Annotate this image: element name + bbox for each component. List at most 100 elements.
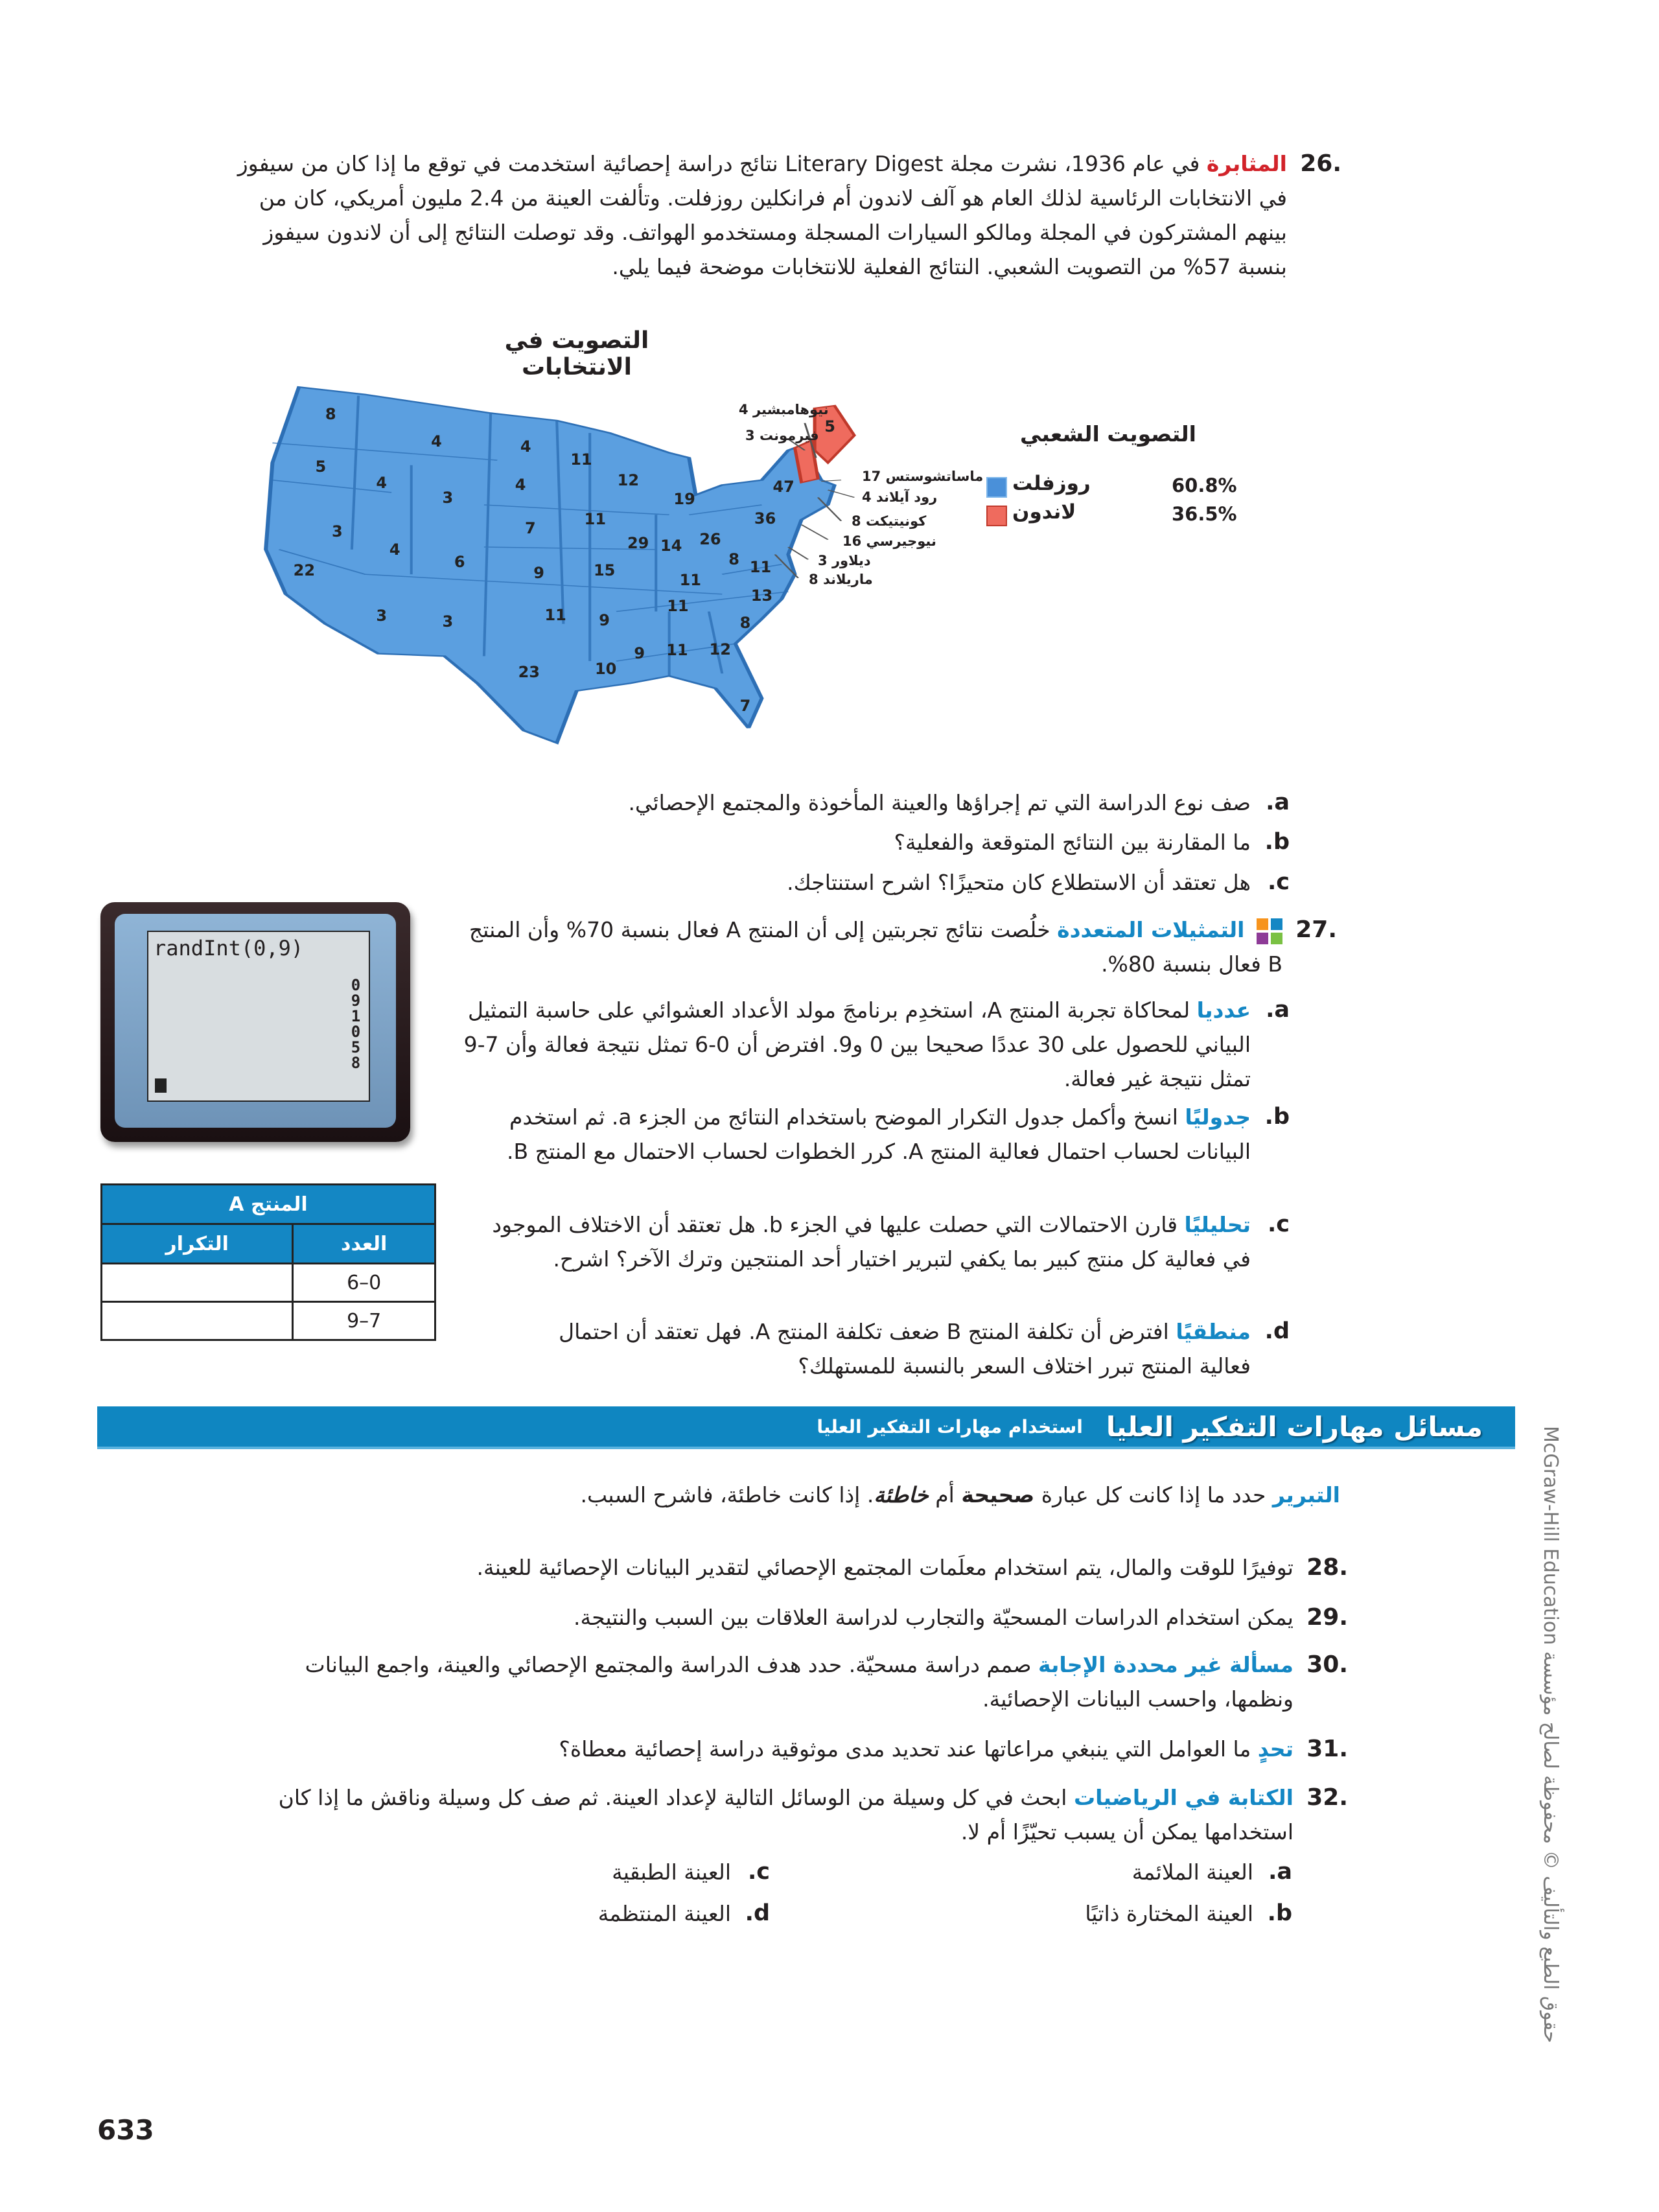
- state-name: نيوهامبشير: [752, 402, 829, 417]
- problem-text: ابحث في كل وسيلة من الوسائل التالية لإعد…: [278, 1785, 1294, 1845]
- p32-item-c: c. العينة الطبقية: [446, 1855, 770, 1889]
- state-vote-label: 13: [750, 586, 773, 605]
- item-letter: a.: [1268, 1859, 1292, 1885]
- state-vote-label: 47: [772, 478, 795, 496]
- column-header: العدد: [292, 1223, 436, 1264]
- table-cell[interactable]: [100, 1263, 294, 1303]
- northeast-state-label: فيرمونت 3: [745, 428, 819, 443]
- problem-number: 27.: [1295, 916, 1337, 943]
- state-votes: 8: [809, 572, 818, 587]
- northeast-state-label: ماريلاند 8: [809, 572, 873, 587]
- problem-26: 26. المثابرة في عام 1936، نشرت مجلة Lite…: [227, 146, 1341, 284]
- instruction-text: حدد ما إذا كانت كل عبارة: [1041, 1482, 1266, 1508]
- cursor-block: [155, 1078, 167, 1093]
- state-vote-label: 11: [584, 509, 607, 528]
- item-letter: d.: [745, 1900, 770, 1926]
- true-word: صحيحة: [961, 1482, 1035, 1508]
- item-text: العينة الطبقية: [612, 1859, 731, 1885]
- item-text: العينة الملائمة: [1131, 1859, 1253, 1885]
- section-subtitle: استخدام مهارات التفكير العليا: [817, 1415, 1083, 1438]
- map-title: التصويت في الانتخابات: [504, 327, 649, 380]
- item-text: العينة المنتظمة: [597, 1901, 731, 1926]
- problem-27-item-c: c. تحليليًا قارن الاحتمالات التي حصلت عل…: [473, 1207, 1290, 1276]
- problem-keyword: التمثيلات المتعددة: [1057, 917, 1245, 942]
- item-letter: b.: [1267, 1900, 1292, 1926]
- item-text: العينة المختارة ذاتيًا: [1085, 1901, 1253, 1926]
- legend-name: روزفلت: [1012, 472, 1091, 495]
- item-letter: b.: [1264, 1104, 1290, 1130]
- false-word: خاطئة: [874, 1482, 929, 1508]
- item-text: افترض أن تكلفة المنتج B ضعف تكلفة المنتج…: [559, 1319, 1251, 1379]
- northeast-state-label: ماساتشوستس 17: [862, 469, 983, 484]
- state-vote-label: 11: [679, 570, 701, 589]
- state-vote-label: 5: [315, 457, 327, 476]
- problem-27: 27. التمثيلات المتعددة خلُصت نتائج تجربت…: [456, 913, 1337, 981]
- leader-lines: [774, 423, 855, 579]
- problem-32: 32. الكتابة في الرياضيات ابحث في كل وسيلة…: [233, 1780, 1348, 1849]
- item-letter: a.: [1266, 997, 1290, 1023]
- problem-number: 32.: [1306, 1784, 1348, 1811]
- legend-percent: 36.5%: [1172, 503, 1237, 525]
- map-landon-maine: [813, 404, 857, 465]
- calculator-output: 1: [351, 1007, 361, 1025]
- state-vote-label: 29: [627, 534, 649, 553]
- problem-text: يمكن استخدام الدراسات المسحيّة والتجارب …: [574, 1605, 1294, 1630]
- problem-text: صمم دراسة مسحيّة. حدد هدف الدراسة والمجت…: [305, 1652, 1294, 1712]
- state-vote-label: 36: [754, 509, 776, 528]
- state-name: ماريلاند: [822, 572, 873, 587]
- table-cell[interactable]: [100, 1301, 294, 1341]
- p32-item-a: a. العينة الملائمة: [968, 1855, 1292, 1889]
- table-cell: 7–9: [292, 1301, 436, 1341]
- problem-26-item-c: c. هل تعتقد أن الاستطلاع كان متحيزًا؟ اش…: [318, 865, 1290, 900]
- state-vote-label: 4: [515, 476, 526, 495]
- item-letter: b.: [1264, 829, 1290, 855]
- northeast-state-label: نيوجيرسي 16: [842, 533, 936, 549]
- legend-name: لاندون: [1012, 500, 1076, 524]
- item-letter: a.: [1266, 789, 1290, 815]
- state-vote-label: 22: [293, 561, 316, 580]
- state-name: كونيتيكت: [865, 513, 927, 529]
- problem-keyword: الكتابة في الرياضيات: [1073, 1785, 1294, 1810]
- state-votes: 4: [739, 402, 748, 417]
- state-vote-label: 4: [520, 437, 531, 456]
- state-name: ماساتشوستس: [885, 469, 984, 484]
- problem-29: 29. يمكن استخدام الدراسات المسحيّة والتجا…: [233, 1600, 1348, 1635]
- instruction-text: . إذا كانت خاطئة، فاشرح السبب.: [580, 1482, 874, 1508]
- problem-number: 26.: [1300, 150, 1341, 177]
- state-vote-label: 10: [594, 659, 617, 678]
- section-header-band: مسائل مهارات التفكير العليا استخدام مهار…: [97, 1406, 1515, 1449]
- section-title: مسائل مهارات التفكير العليا: [1106, 1410, 1483, 1443]
- state-vote-label: 9: [533, 564, 544, 583]
- state-vote-label: 3: [442, 488, 454, 507]
- problem-30: 30. مسألة غير محددة الإجابة صمم دراسة مسح…: [233, 1647, 1348, 1716]
- problem-keyword: تحدٍ: [1257, 1736, 1294, 1762]
- problem-26-item-a: a. صف نوع الدراسة التي تم إجراؤها والعين…: [318, 786, 1290, 820]
- state-vote-label: 11: [666, 640, 688, 659]
- northeast-state-label: ديلاور 3: [818, 553, 871, 568]
- legend-percent: 60.8%: [1172, 474, 1237, 496]
- calculator-output: 8: [351, 1054, 361, 1072]
- item-keyword: تحليليًا: [1184, 1212, 1251, 1237]
- item-text: انسخ وأكمل جدول التكرار الموضح باستخدام …: [507, 1104, 1251, 1164]
- table-row: 7–9: [100, 1301, 436, 1341]
- state-vote-label: 7: [739, 696, 751, 715]
- state-vote-label: 3: [332, 522, 343, 541]
- map-roosevelt-states: [264, 386, 837, 745]
- state-vote-label: 8: [739, 613, 751, 632]
- problem-27-item-d: d. منطقيًا افترض أن تكلفة المنتج B ضعف ت…: [538, 1314, 1290, 1383]
- state-name: رود آيلاند: [876, 489, 938, 505]
- state-votes: 17: [862, 469, 881, 484]
- item-text: قارن الاحتمالات التي حصلت عليها في الجزء…: [492, 1212, 1251, 1272]
- problem-number: 31.: [1306, 1736, 1348, 1762]
- state-votes: 3: [818, 553, 828, 568]
- item-text: ما المقارنة بين النتائج المتوقعة والفعلي…: [894, 830, 1251, 855]
- problem-text: خلُصت نتائج تجربتين إلى أن المنتج A فعال…: [469, 917, 1282, 977]
- item-keyword: جدوليًا: [1185, 1104, 1251, 1130]
- p32-item-d: d. العينة المنتظمة: [446, 1896, 770, 1931]
- state-vote-label: 4: [376, 474, 388, 493]
- item-letter: c.: [1267, 1211, 1290, 1237]
- northeast-state-label: كونيتيكت 8: [852, 513, 926, 529]
- state-vote-label: 19: [673, 490, 695, 509]
- table-row: 0–6: [100, 1263, 436, 1303]
